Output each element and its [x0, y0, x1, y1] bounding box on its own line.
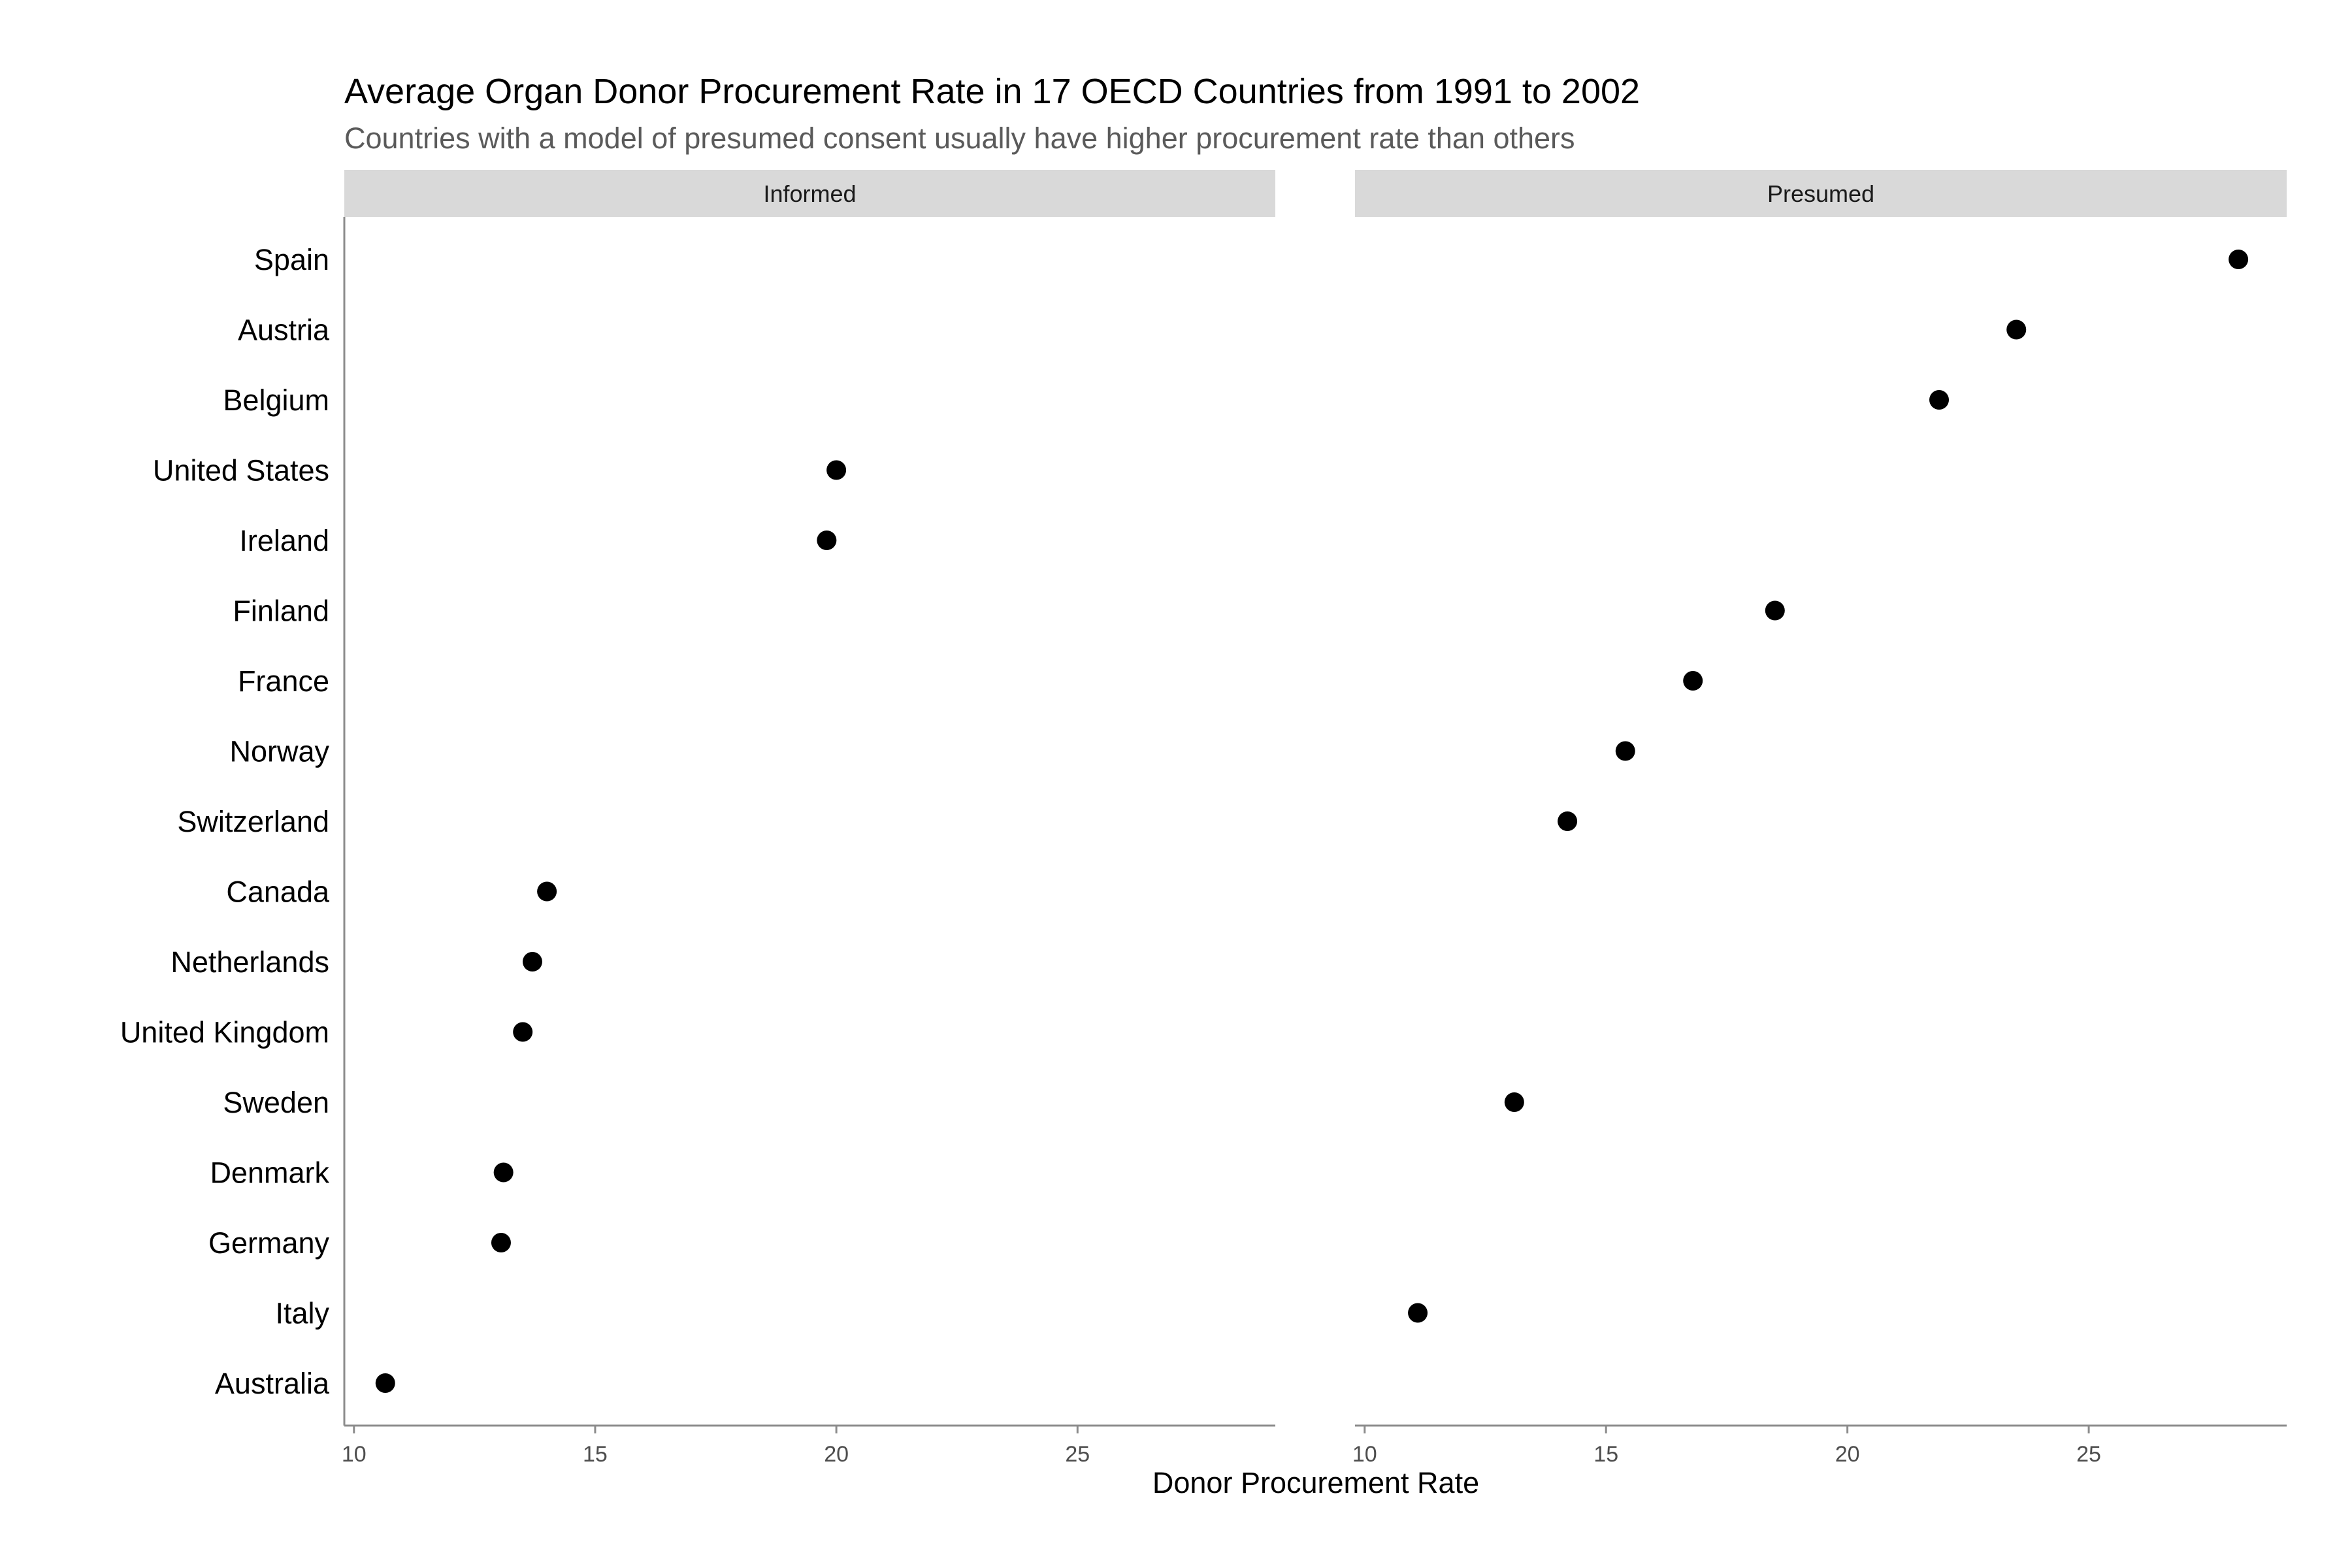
- point-informed-ireland: [817, 531, 837, 550]
- y-label-belgium: Belgium: [223, 384, 329, 417]
- x-tick-label-presumed-25: 25: [2076, 1442, 2101, 1467]
- y-label-australia: Australia: [215, 1367, 330, 1400]
- chart-subtitle: Countries with a model of presumed conse…: [344, 122, 1575, 155]
- point-presumed-switzerland: [1558, 811, 1578, 831]
- strip-presumed: [1355, 170, 2287, 217]
- y-label-denmark: Denmark: [210, 1156, 329, 1190]
- y-label-finland: Finland: [233, 595, 329, 628]
- point-presumed-finland: [1765, 600, 1785, 621]
- strip-label-presumed: Presumed: [1767, 180, 1874, 207]
- x-axis-title: Donor Procurement Rate: [1152, 1466, 1479, 1499]
- y-label-united-kingdom: United Kingdom: [120, 1016, 329, 1049]
- y-label-canada: Canada: [226, 875, 330, 909]
- point-informed-canada: [537, 881, 557, 902]
- y-label-switzerland: Switzerland: [177, 805, 329, 838]
- y-label-germany: Germany: [208, 1226, 330, 1260]
- panel-presumed: Presumed 10 15 20 25: [1352, 170, 2287, 1467]
- point-presumed-spain: [2229, 250, 2249, 269]
- x-tick-label-presumed-10: 10: [1352, 1442, 1377, 1467]
- y-label-france: France: [238, 664, 329, 698]
- point-presumed-france: [1683, 671, 1703, 691]
- point-informed-australia: [375, 1373, 395, 1393]
- point-informed-united-states: [826, 460, 847, 480]
- point-informed-netherlands: [522, 952, 542, 972]
- x-tick-label-presumed-20: 20: [1835, 1442, 1860, 1467]
- x-tick-label-informed-15: 15: [583, 1442, 608, 1467]
- strip-label-informed: Informed: [763, 180, 856, 207]
- point-informed-united-kingdom: [513, 1022, 533, 1042]
- y-axis-labels: Spain Austria Belgium United States Ireland F…: [120, 243, 330, 1400]
- x-tick-label-presumed-15: 15: [1593, 1442, 1618, 1467]
- y-label-ireland: Ireland: [239, 524, 329, 557]
- point-presumed-sweden: [1504, 1092, 1524, 1112]
- y-label-sweden: Sweden: [223, 1086, 329, 1119]
- y-label-italy: Italy: [275, 1297, 329, 1330]
- point-presumed-austria: [2006, 319, 2027, 340]
- panel-informed: Informed 10 15 20 25: [342, 170, 1275, 1467]
- strip-informed: [344, 170, 1275, 217]
- panels-layer: Informed 10 15 20 25 Presumed 10 15 20 25: [342, 170, 2287, 1467]
- x-tick-label-informed-10: 10: [342, 1442, 367, 1467]
- point-presumed-norway: [1615, 741, 1635, 761]
- point-informed-denmark: [493, 1162, 514, 1183]
- y-label-norway: Norway: [229, 735, 329, 768]
- point-presumed-belgium: [1929, 390, 1950, 410]
- y-label-austria: Austria: [238, 314, 330, 347]
- y-label-united-states: United States: [153, 454, 329, 487]
- point-presumed-italy: [1408, 1303, 1428, 1323]
- y-label-netherlands: Netherlands: [171, 945, 329, 979]
- point-informed-germany: [491, 1233, 511, 1252]
- chart-title: Average Organ Donor Procurement Rate in …: [344, 72, 1640, 111]
- x-tick-label-informed-20: 20: [824, 1442, 849, 1467]
- y-label-spain: Spain: [254, 243, 329, 276]
- x-tick-label-informed-25: 25: [1065, 1442, 1090, 1467]
